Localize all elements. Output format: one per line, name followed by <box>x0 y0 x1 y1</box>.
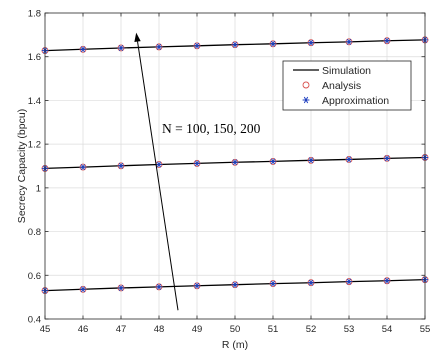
legend-box <box>282 60 412 111</box>
x-tick-label: 53 <box>344 324 355 335</box>
approximation-point <box>269 280 277 287</box>
star-stroke <box>303 96 309 104</box>
star-stroke <box>232 41 238 48</box>
approximation-point <box>193 42 201 49</box>
legend-approximation-label: Approximation <box>322 95 389 107</box>
y-tick-label: 1.2 <box>28 140 41 151</box>
approximation-point <box>79 164 87 171</box>
approximation-point <box>79 46 87 53</box>
approximation-point <box>193 160 201 167</box>
star-stroke <box>346 38 352 45</box>
approximation-point <box>307 157 315 164</box>
approximation-point <box>117 162 125 169</box>
approximation-point <box>269 158 277 165</box>
approximation-point <box>345 156 353 163</box>
star-stroke <box>232 159 238 166</box>
star-stroke <box>194 282 200 289</box>
star-stroke <box>308 157 314 164</box>
star-stroke <box>194 42 200 49</box>
star-stroke <box>118 44 124 51</box>
x-tick-label: 45 <box>40 324 51 335</box>
approximation-point <box>307 279 315 286</box>
star-stroke <box>156 161 162 168</box>
star-stroke <box>346 156 352 163</box>
x-tick-label: 55 <box>420 324 431 335</box>
star-stroke <box>270 280 276 287</box>
approximation-point <box>117 44 125 51</box>
legend-star-glyph <box>302 96 310 104</box>
approximation-point <box>155 43 163 50</box>
x-tick-label: 47 <box>116 324 127 335</box>
star-stroke <box>194 160 200 167</box>
approximation-point <box>383 37 391 44</box>
annotation-arrow-head <box>134 32 141 43</box>
x-tick-label: 54 <box>382 324 393 335</box>
legend: Simulation Analysis Approximation <box>282 60 412 111</box>
approximation-point <box>231 159 239 166</box>
star-stroke <box>346 278 352 285</box>
annotation-text: N = 100, 150, 200 <box>162 121 261 136</box>
star-stroke <box>270 40 276 47</box>
y-tick-label: 1.8 <box>28 9 41 20</box>
legend-analysis-label: Analysis <box>322 80 361 92</box>
star-stroke <box>156 43 162 50</box>
x-tick-label: 52 <box>306 324 317 335</box>
approximation-point <box>155 283 163 290</box>
approximation-point <box>193 282 201 289</box>
y-tick-label: 1 <box>36 183 41 194</box>
approximation-point <box>231 281 239 288</box>
star-stroke <box>80 46 86 53</box>
approximation-point <box>307 39 315 46</box>
x-tick-label: 50 <box>230 324 241 335</box>
star-stroke <box>80 286 86 293</box>
y-tick-label: 0.8 <box>28 227 41 238</box>
annotation-arrow-line <box>137 41 179 311</box>
star-stroke <box>232 281 238 288</box>
y-ticks: 0.4 0.6 0.8 1 1.2 1.4 1.6 1.8 <box>28 9 425 326</box>
legend-approximation-marker <box>302 96 310 104</box>
star-stroke <box>80 164 86 171</box>
y-tick-label: 0.4 <box>28 315 41 326</box>
x-tick-label: 48 <box>154 324 165 335</box>
star-stroke <box>156 283 162 290</box>
approximation-point <box>155 161 163 168</box>
approximation-point <box>345 278 353 285</box>
annotation: N = 100, 150, 200 <box>134 32 261 311</box>
y-tick-label: 1.4 <box>28 96 41 107</box>
star-stroke <box>384 155 390 162</box>
approximation-point <box>383 155 391 162</box>
star-stroke <box>308 279 314 286</box>
y-axis-label: Secrecy Capacity (bpcu) <box>16 109 28 223</box>
star-stroke <box>308 39 314 46</box>
x-tick-label: 49 <box>192 324 203 335</box>
approximation-point <box>117 284 125 291</box>
star-stroke <box>270 158 276 165</box>
x-tick-label: 51 <box>268 324 279 335</box>
x-tick-label: 46 <box>78 324 89 335</box>
approximation-point <box>79 286 87 293</box>
x-ticks: 45 46 47 48 49 50 51 52 53 54 55 <box>40 13 431 335</box>
star-stroke <box>118 284 124 291</box>
approximation-point <box>383 277 391 284</box>
y-tick-label: 1.6 <box>28 52 41 63</box>
approximation-point <box>231 41 239 48</box>
x-axis-label: R (m) <box>222 339 248 351</box>
star-stroke <box>384 37 390 44</box>
star-stroke <box>384 277 390 284</box>
star-stroke <box>118 162 124 169</box>
approximation-point <box>269 40 277 47</box>
legend-analysis-marker <box>302 81 310 89</box>
approximation-point <box>345 38 353 45</box>
legend-simulation-label: Simulation <box>322 65 371 77</box>
y-tick-label: 0.6 <box>28 271 41 282</box>
